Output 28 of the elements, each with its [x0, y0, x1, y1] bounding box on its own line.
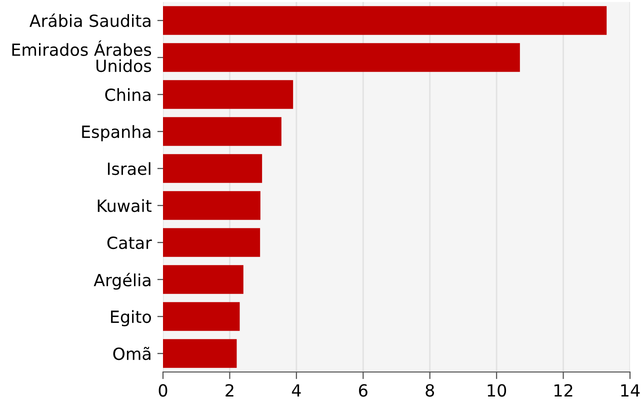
- y-tick-label: Israel: [108, 162, 150, 176]
- x-tick-label: 14: [621, 384, 640, 396]
- bar: [163, 80, 294, 109]
- y-tick-label: Omã: [113, 346, 150, 360]
- bar: [163, 302, 240, 331]
- bar: [163, 117, 282, 146]
- y-tick-label: Egito: [111, 310, 151, 326]
- bar: [163, 154, 262, 183]
- bar: [163, 228, 260, 257]
- bar: [163, 265, 244, 294]
- y-tick-label: Arábia Saudita: [30, 14, 150, 28]
- y-tick-label: Espanha: [82, 125, 150, 142]
- bar: [163, 6, 607, 35]
- x-tick-label: 8: [426, 384, 434, 397]
- y-tick-label: Emirados Árabes Unidos: [12, 40, 152, 72]
- bar: [163, 43, 520, 72]
- y-tick-label: Catar: [107, 236, 152, 250]
- y-tick-label: Argélia: [94, 272, 150, 290]
- bar: [163, 191, 260, 220]
- x-tick-label: 12: [554, 384, 572, 396]
- x-tick-label: 0: [158, 384, 168, 397]
- y-tick-label: Kuwait: [98, 199, 152, 212]
- x-tick-label: 4: [292, 384, 301, 396]
- x-tick-label: 6: [359, 384, 368, 397]
- x-tick-label: 2: [226, 384, 234, 396]
- y-tick-label: China: [105, 88, 150, 102]
- bar: [163, 339, 237, 368]
- x-tick-label: 10: [488, 384, 506, 397]
